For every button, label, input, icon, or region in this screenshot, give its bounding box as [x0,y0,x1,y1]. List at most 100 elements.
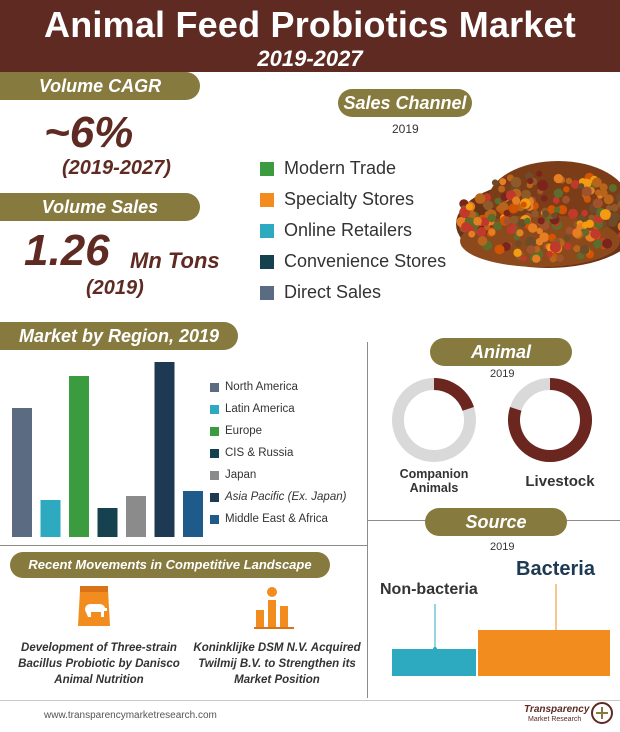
kibble-pellet [536,170,543,177]
region-bar-chart [12,362,203,537]
kibble-pellet [592,198,603,209]
region-legend-label: Middle East & Africa [225,513,328,525]
movement-text-2: Koninklijke DSM N.V. Acquired Twilmij B.… [193,642,361,686]
kibble-pellet [537,179,549,191]
source-bar-2 [478,630,610,676]
footer-url[interactable]: www.transparencymarketresearch.com [44,710,217,721]
leader-dot [554,654,558,658]
kibble-pellet [477,236,488,246]
region-legend-label: North America [225,381,298,393]
region-label: Market by Region, 2019 [0,322,238,350]
region-bar-1 [12,408,32,537]
kibble-pellet [493,221,503,231]
region-bar-6 [154,362,175,537]
kibble-pellet [512,196,521,205]
region-legend-item: CIS & Russia [210,442,370,464]
growth-chart-icon [254,587,294,629]
kibble-pellet [599,189,608,197]
footer-brand-sub: Market Research [528,716,582,723]
animal-label-companion: Companion Animals [399,467,469,495]
kibble-pellet [553,188,564,198]
kibble-pellet [468,230,476,238]
kibble-pellet [600,209,611,220]
kibble-pellet [473,216,482,226]
region-legend-label: Asia Pacific (Ex. Japan) [225,491,347,503]
kibble-pellet [588,214,595,222]
header-band [0,0,620,72]
kibble-pellet [579,245,590,255]
kibble-pellet [542,210,550,218]
animal-donuts [392,378,592,462]
kibble-pellet [535,238,544,246]
channel-legend-item: Modern Trade [260,153,460,184]
source-bar-1 [392,649,476,676]
channel-legend-item: Online Retailers [260,215,460,246]
channel-legend-label: Modern Trade [284,158,397,178]
kibble-pellet [533,245,541,253]
kibble-pellet [494,197,501,205]
kibble-pellet [609,212,620,223]
kibble-pellet [556,254,564,263]
animal-donut-value-1 [434,378,474,411]
region-legend-label: Latin America [225,403,295,415]
source-year: 2019 [490,541,515,553]
kibble-pellet [513,248,522,257]
legend-swatch [260,223,274,238]
kibble-pellet [494,244,505,255]
region-legend-item: Middle East & Africa [210,508,370,530]
channel-legend-label: Online Retailers [284,220,413,240]
kibble-pellet [526,245,536,255]
kibble-pellet [557,205,568,215]
animal-label: Animal [430,338,572,366]
legend-swatch [260,161,274,176]
kibble-pellet [537,217,545,225]
kibble-pellet [527,177,534,185]
channel-legend-item: Direct Sales [260,277,460,308]
kibble-pellet [476,227,487,237]
page-title: Animal Feed Probiotics Market [44,4,576,45]
kibble-pellet [521,189,531,200]
region-legend-item: North America [210,376,370,398]
brand-logo-icon [591,702,613,724]
sales-channel-year: 2019 [392,122,419,136]
kibble-pellet [617,201,620,208]
kibble-pellet [554,206,561,213]
kibble-pellet [567,208,579,219]
kibble-pellet [602,238,613,249]
legend-swatch [210,514,219,524]
kibble-pellet [503,217,511,225]
source-label-nonbacteria: Non-bacteria [380,581,478,598]
kibble-pellet [582,178,592,188]
legend-swatch [260,285,274,300]
kibble-pellet [581,209,588,217]
legend-swatch [210,470,219,480]
region-legend-item: Japan [210,464,370,486]
kibble-pellet [563,242,572,251]
kibble-pellet [532,254,541,263]
feed-pellets-image [456,161,620,268]
kibble-pellet [488,228,496,236]
kibble-pellet [547,205,556,214]
region-bar-3 [69,376,89,537]
sales-year: (2019) [86,277,144,299]
kibble-pellet [572,228,582,238]
region-legend: North America Latin America Europe CIS & Ru… [210,376,370,530]
kibble-pellet [498,202,509,212]
legend-swatch [210,404,219,414]
source-label-bacteria: Bacteria [516,558,595,580]
channel-legend-label: Direct Sales [284,282,382,302]
animal-donut-hole [522,392,578,448]
legend-swatch [260,254,274,269]
kibble-pellet [562,195,570,204]
kibble-pellet [525,172,534,180]
channel-legend-item: Specialty Stores [260,184,460,215]
sales-label: Volume Sales [0,193,200,221]
movements-label: Recent Movements in Competitive Landscap… [10,552,330,578]
feed-bag-icon [78,586,110,626]
kibble-pellet [616,193,620,203]
kibble-pellet [617,232,620,239]
animal-label-livestock: Livestock [525,473,595,490]
kibble-pellet [508,203,519,214]
kibble-pellet [577,252,585,260]
kibble-pellet [552,196,560,204]
